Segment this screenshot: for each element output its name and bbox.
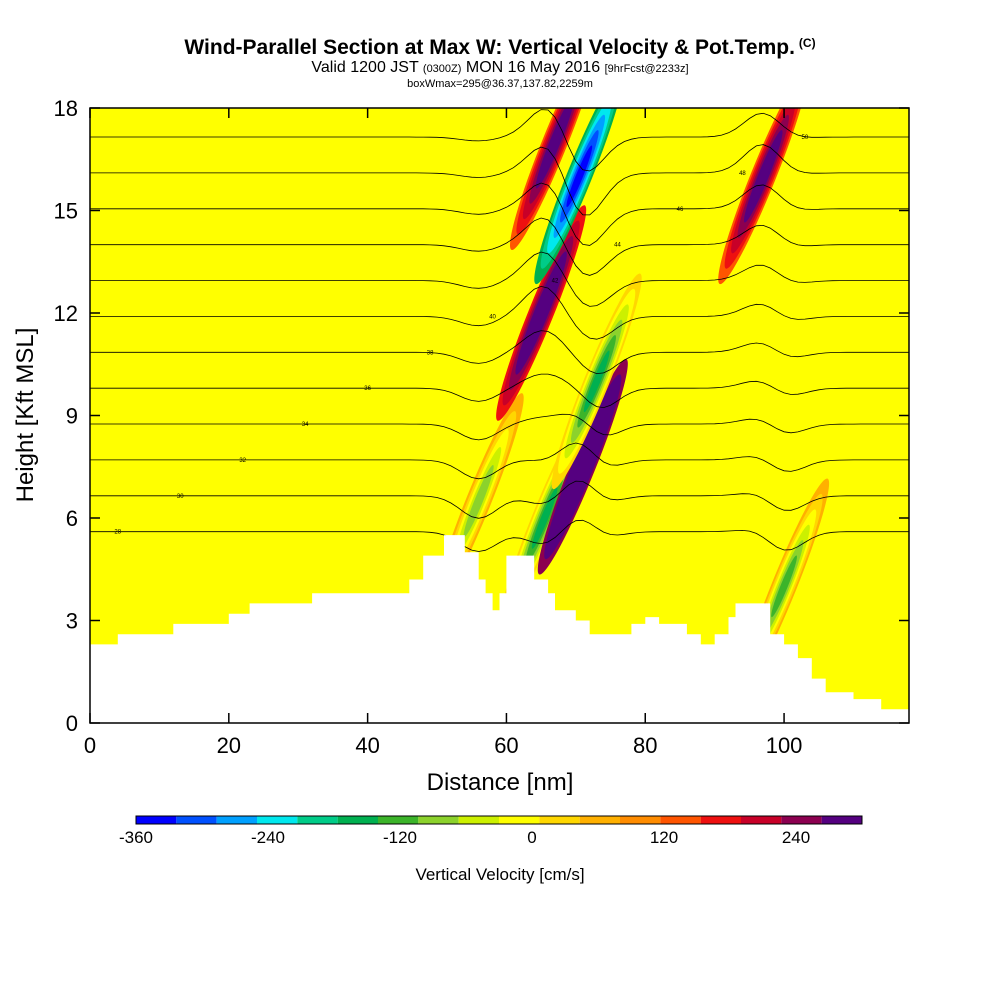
x-tick-label: 40 bbox=[355, 733, 379, 758]
chart-title: Wind-Parallel Section at Max W: Vertical… bbox=[0, 36, 1000, 60]
contour-label: 32 bbox=[239, 458, 246, 464]
contour-label: 40 bbox=[489, 314, 496, 320]
contour-label: 50 bbox=[802, 135, 809, 141]
y-tick-label: 0 bbox=[66, 711, 78, 736]
velocity-cell bbox=[583, 350, 610, 413]
theta-contour bbox=[90, 217, 909, 276]
theta-contour bbox=[90, 373, 909, 409]
colorbar-swatch bbox=[216, 816, 257, 824]
velocity-cell bbox=[566, 145, 593, 208]
x-tick-label: 20 bbox=[217, 733, 241, 758]
colorbar-swatch bbox=[579, 816, 620, 824]
valid-utc: (0300Z) bbox=[422, 63, 462, 75]
colorbar-swatch bbox=[620, 816, 661, 824]
velocity-cell bbox=[528, 282, 555, 344]
terrain-mask bbox=[90, 535, 909, 723]
valid-prefix: Valid 1200 JST bbox=[311, 59, 419, 76]
contour-label: 38 bbox=[427, 350, 434, 356]
colorbar-title: Vertical Velocity [cm/s] bbox=[415, 865, 584, 884]
colorbar-swatch bbox=[337, 816, 378, 824]
theta-contour bbox=[90, 144, 909, 216]
colorbar-swatch bbox=[821, 816, 862, 824]
theta-contour bbox=[90, 285, 909, 340]
colorbar-swatch bbox=[257, 816, 298, 824]
forecast-label: [9hrFcst@2233z] bbox=[604, 63, 689, 75]
contour-label: 28 bbox=[114, 530, 121, 536]
theta-contours: 28 30 32 34 36 38 40 42 44 46 48 50 bbox=[90, 109, 909, 552]
theta-contour bbox=[90, 109, 909, 172]
contour-label: 44 bbox=[614, 243, 621, 249]
chart-subtitle: Valid 1200 JST (0300Z) MON 16 May 2016 [… bbox=[0, 59, 1000, 77]
valid-suffix: MON 16 May 2016 bbox=[465, 59, 601, 76]
copyright-mark: (C) bbox=[798, 36, 816, 50]
theta-contour bbox=[90, 480, 909, 519]
contour-label: 46 bbox=[677, 207, 684, 213]
y-tick-label: 6 bbox=[66, 506, 78, 531]
velocity-cell bbox=[750, 145, 777, 208]
colorbar-tick-label: -120 bbox=[383, 828, 417, 847]
colorbar-tick-label: 120 bbox=[650, 828, 678, 847]
colorbar-swatch bbox=[176, 816, 217, 824]
colorbar-tick-label: -240 bbox=[251, 828, 285, 847]
title-text: Wind-Parallel Section at Max W: Vertical… bbox=[184, 36, 795, 59]
x-tick-label: 0 bbox=[84, 733, 96, 758]
colorbar-swatch bbox=[378, 816, 419, 824]
colorbar-tick-label: -360 bbox=[119, 828, 153, 847]
y-tick-label: 18 bbox=[54, 96, 78, 121]
colorbar-swatch bbox=[297, 816, 338, 824]
y-tick-label: 9 bbox=[66, 404, 78, 429]
theta-contour bbox=[90, 519, 909, 552]
velocity-cell bbox=[771, 555, 797, 618]
theta-contour bbox=[90, 330, 909, 375]
colorbar-swatch bbox=[781, 816, 822, 824]
plot-area: 28 30 32 34 36 38 40 42 44 46 48 50 bbox=[89, 107, 910, 724]
contour-label: 36 bbox=[364, 386, 371, 392]
contour-label: 48 bbox=[739, 171, 746, 177]
colorbar-frame bbox=[135, 815, 863, 825]
colorbar-swatch bbox=[660, 816, 701, 824]
contour-label: 34 bbox=[302, 422, 309, 428]
theta-contour bbox=[90, 182, 909, 246]
x-tick-label: 80 bbox=[633, 733, 657, 758]
theta-contour bbox=[90, 442, 909, 480]
colorbar-swatch bbox=[700, 816, 741, 824]
contour-label: 30 bbox=[177, 494, 184, 500]
x-tick-label: 100 bbox=[766, 733, 803, 758]
colorbar-swatch bbox=[418, 816, 459, 824]
colorbar-swatch bbox=[539, 816, 580, 824]
colorbar-swatch bbox=[499, 816, 540, 824]
velocity-cell bbox=[569, 435, 596, 498]
colorbar-swatch bbox=[136, 816, 177, 824]
y-axis-title: Height [Kft MSL] bbox=[12, 328, 39, 503]
velocity-cell bbox=[531, 487, 558, 549]
velocity-cell bbox=[463, 464, 494, 537]
y-tick-label: 15 bbox=[54, 199, 78, 224]
theta-contour bbox=[90, 413, 909, 441]
x-axis-title: Distance [nm] bbox=[427, 769, 574, 796]
contour-label: 42 bbox=[552, 279, 559, 285]
colorbar-swatch bbox=[458, 816, 499, 824]
x-tick-label: 60 bbox=[494, 733, 518, 758]
colorbar-swatch bbox=[741, 816, 782, 824]
velocity-cell bbox=[542, 111, 568, 173]
colorbar-tick-label: 0 bbox=[527, 828, 536, 847]
y-tick-label: 3 bbox=[66, 609, 78, 634]
y-tick-label: 12 bbox=[54, 301, 78, 326]
boxwmax-line: boxWmax=295@36.37,137.82,2259m bbox=[407, 78, 593, 90]
colorbar: -360 -240 -120 0 120 240 bbox=[119, 815, 863, 847]
colorbar-tick-label: 240 bbox=[782, 828, 810, 847]
theta-contour bbox=[90, 251, 909, 307]
